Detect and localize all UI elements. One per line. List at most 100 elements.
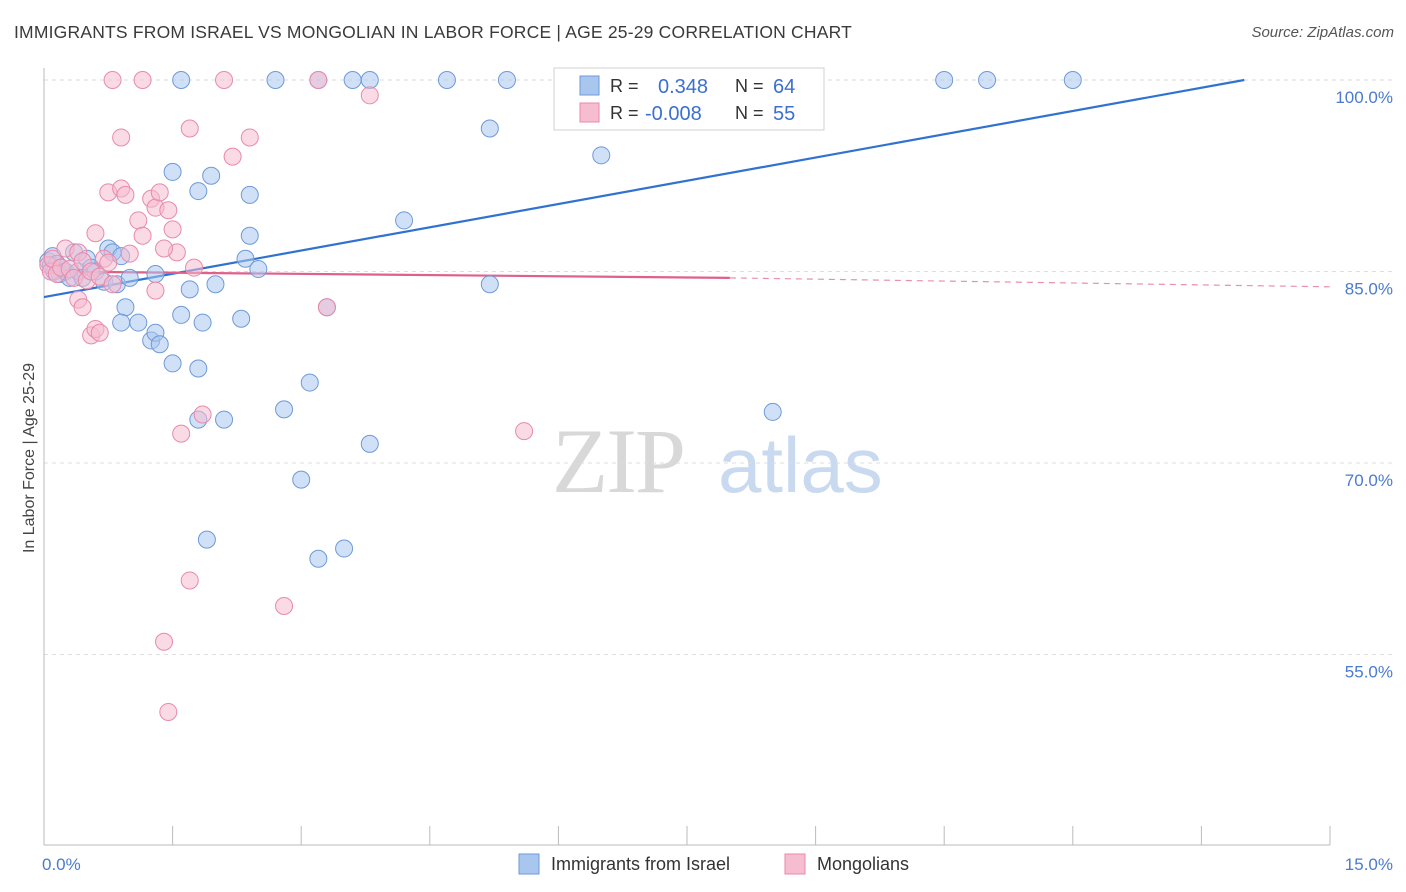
israel-point: [163, 162, 182, 181]
mongolians-point: [317, 298, 336, 317]
mongolians-swatch: [579, 102, 600, 123]
israel-point: [202, 166, 221, 185]
mongolians-point: [172, 424, 191, 443]
israel-point: [146, 265, 165, 284]
israel-point: [497, 71, 516, 89]
y-tick-label: 55.0%: [1345, 663, 1393, 682]
mongolians-point: [159, 201, 178, 220]
legend-label-mongolians: Mongolians: [817, 854, 909, 874]
x-tick-label-max: 15.0%: [1345, 855, 1393, 874]
mongolians-point: [133, 71, 152, 89]
series-mongolians-points: [39, 71, 636, 721]
israel-point: [240, 185, 259, 204]
israel-point: [360, 71, 379, 89]
mongolians-point: [309, 71, 328, 89]
y-tick-labels: 55.0% 70.0% 85.0% 100.0%: [1335, 88, 1393, 682]
israel-point: [978, 71, 997, 89]
israel-point: [300, 373, 319, 392]
mongolians-point: [180, 119, 199, 138]
mongolians-point: [185, 258, 204, 277]
israel-point: [189, 182, 208, 201]
israel-point: [189, 359, 208, 378]
axes: [43, 68, 1331, 846]
y-tick-label: 70.0%: [1345, 471, 1393, 490]
mongolians-trend-extension: [729, 277, 1331, 288]
mongolians-point: [163, 220, 182, 239]
israel-point: [120, 268, 139, 287]
mongolians-point: [180, 571, 199, 590]
y-axis-label: In Labor Force | Age 25-29: [21, 363, 38, 553]
israel-point: [150, 335, 169, 354]
legend-swatch-mongolians: [784, 853, 806, 875]
n-label: N =: [735, 103, 764, 123]
n-value-mongolians: 55: [773, 103, 795, 125]
mongolians-point: [112, 128, 131, 147]
mongolians-point: [275, 596, 294, 615]
israel-point: [275, 400, 294, 419]
israel-point: [240, 226, 259, 245]
x-tick-label-min: 0.0%: [42, 855, 81, 874]
israel-point: [266, 71, 285, 89]
mongolians-point: [99, 253, 118, 272]
y-tick-label: 85.0%: [1345, 280, 1393, 299]
israel-point: [112, 313, 131, 332]
israel-point: [480, 119, 499, 138]
y-tick-label: 100.0%: [1335, 88, 1393, 107]
israel-point: [193, 313, 212, 332]
mongolians-point: [73, 298, 92, 317]
n-label: N =: [735, 76, 764, 96]
mongolians-point: [146, 281, 165, 300]
x-tick-labels: 0.0% 15.0%: [42, 855, 1393, 874]
watermark-zip: ZIP: [552, 410, 684, 512]
source-credit: Source: ZipAtlas.com: [1251, 24, 1394, 41]
mongolians-point: [90, 323, 109, 342]
israel-point: [172, 71, 191, 89]
mongolians-point: [223, 147, 242, 166]
israel-point: [232, 309, 251, 328]
mongolians-point: [86, 224, 105, 243]
israel-point: [309, 549, 328, 568]
mongolians-point: [155, 239, 174, 258]
israel-point: [215, 410, 234, 429]
mongolians-point: [116, 185, 135, 204]
israel-point: [592, 146, 611, 165]
legend-item-israel[interactable]: Immigrants from Israel: [518, 853, 730, 875]
israel-point: [360, 434, 379, 453]
mongolians-point: [155, 632, 174, 651]
israel-point: [172, 305, 191, 324]
mongolians-point: [103, 71, 122, 89]
israel-point: [129, 313, 148, 332]
israel-point: [292, 470, 311, 489]
r-label: R =: [610, 76, 639, 96]
israel-swatch: [579, 75, 600, 96]
israel-point: [935, 71, 954, 89]
watermark-atlas: atlas: [718, 421, 883, 509]
israel-point: [206, 275, 225, 294]
legend-item-mongolians[interactable]: Mongolians: [784, 853, 909, 875]
israel-point: [180, 280, 199, 299]
israel-point: [116, 298, 135, 317]
israel-point: [335, 539, 354, 558]
chart-title: IMMIGRANTS FROM ISRAEL VS MONGOLIAN IN L…: [14, 22, 853, 42]
israel-point: [343, 71, 362, 89]
r-value-israel: 0.348: [658, 76, 708, 98]
legend-swatch-israel: [518, 853, 540, 875]
mongolians-point: [159, 702, 178, 721]
israel-point: [163, 354, 182, 373]
israel-point: [1063, 71, 1082, 89]
israel-point: [236, 249, 255, 268]
israel-point: [480, 275, 499, 294]
mongolians-point: [193, 405, 212, 424]
mongolians-point: [240, 128, 259, 147]
r-label: R =: [610, 103, 639, 123]
stats-row-mongolians: R = -0.008 N = 55: [579, 102, 795, 125]
bottom-legend: Immigrants from Israel Mongolians: [518, 853, 909, 875]
stats-legend: R = 0.348 N = 64 R = -0.008 N = 55: [553, 67, 825, 131]
watermark: ZIP atlas: [552, 410, 883, 512]
mongolians-point: [133, 226, 152, 245]
r-value-mongolians: -0.008: [645, 103, 702, 125]
n-value-israel: 64: [773, 76, 795, 98]
mongolians-point: [129, 211, 148, 230]
mongolians-point: [150, 183, 169, 202]
